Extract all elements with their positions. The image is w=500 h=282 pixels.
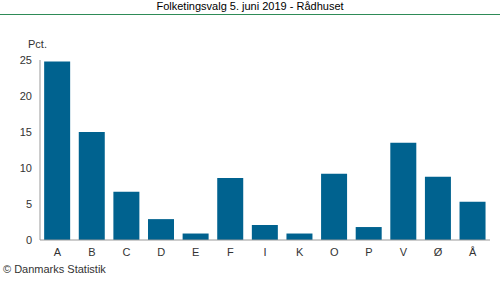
svg-text:O: O bbox=[330, 246, 339, 258]
html-text:© Danmarks Statistik: © Danmarks Statistik bbox=[3, 263, 106, 275]
svg-text:E: E bbox=[192, 246, 199, 258]
svg-text:15: 15 bbox=[20, 126, 32, 138]
svg-text:F: F bbox=[227, 246, 234, 258]
svg-text:B: B bbox=[88, 246, 95, 258]
svg-text:5: 5 bbox=[26, 198, 32, 210]
svg-text:V: V bbox=[400, 246, 408, 258]
svg-text:0: 0 bbox=[26, 234, 32, 246]
svg-text:C: C bbox=[123, 246, 131, 258]
svg-text:P: P bbox=[365, 246, 372, 258]
svg-text:I: I bbox=[263, 246, 266, 258]
html-text:Pct.: Pct. bbox=[28, 38, 47, 50]
svg-text:K: K bbox=[296, 246, 304, 258]
svg-text:A: A bbox=[54, 246, 62, 258]
svg-text:Å: Å bbox=[469, 246, 477, 258]
svg-text:10: 10 bbox=[20, 162, 32, 174]
svg-text:D: D bbox=[157, 246, 165, 258]
svg-text:20: 20 bbox=[20, 90, 32, 102]
svg-text:Ø: Ø bbox=[434, 246, 443, 258]
html-text:Folketingsvalg 5. juni 2019 -: Folketingsvalg 5. juni 2019 - Rådhuset bbox=[156, 0, 344, 12]
svg-text:25: 25 bbox=[20, 54, 32, 66]
